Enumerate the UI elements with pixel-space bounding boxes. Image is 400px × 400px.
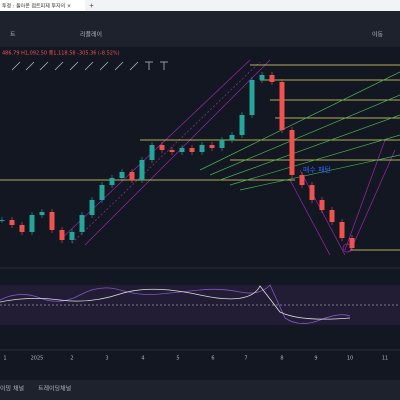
candle	[289, 130, 295, 175]
candle	[199, 145, 205, 152]
candle	[309, 185, 315, 200]
candle	[89, 200, 95, 215]
candle	[69, 232, 75, 240]
candle	[109, 178, 115, 185]
x-tick-label: 1	[3, 356, 6, 362]
candle	[159, 145, 165, 150]
candle	[189, 148, 195, 152]
toolbar-right[interactable]: 이동	[372, 31, 384, 39]
x-tick-label: 8	[280, 356, 283, 362]
indicator-signal	[0, 285, 351, 320]
x-tick-label: 7	[244, 356, 247, 362]
candle	[9, 220, 15, 225]
bottom-bar	[0, 380, 400, 400]
x-tick-label: 5	[176, 356, 179, 362]
candle	[29, 215, 35, 232]
candle	[319, 200, 325, 210]
replay-button[interactable]: 리플레이	[80, 31, 102, 39]
candle	[59, 230, 65, 240]
candle	[349, 238, 355, 248]
candle	[339, 222, 345, 238]
x-tick-label: 10	[347, 356, 353, 362]
candle	[219, 140, 225, 148]
candle	[49, 212, 55, 230]
drawing-tools[interactable]	[11, 61, 168, 71]
x-tick-label: 6	[211, 356, 214, 362]
browser-tab[interactable]	[0, 0, 85, 11]
candle	[79, 215, 85, 232]
toolbar-label[interactable]: 트	[10, 32, 16, 39]
candle	[299, 175, 305, 185]
candle	[229, 135, 235, 140]
tab-title[interactable]: 투정 : 돌아온 접트피제 투자의 ×	[2, 3, 71, 10]
drawings	[0, 59, 400, 256]
candle	[209, 145, 215, 148]
candle	[0, 220, 5, 221]
candle	[239, 115, 245, 135]
annotation: 매수 패턴	[303, 165, 331, 174]
candle	[99, 185, 105, 200]
candle	[19, 225, 25, 232]
x-tick-label: 9	[314, 356, 317, 362]
candle	[119, 172, 125, 178]
x-tick-label: 2	[70, 356, 73, 362]
tab-bar	[0, 0, 400, 11]
ohlc-readout: 486.79 H1,092.50 종1,118.58 -305.36 (-8.5…	[2, 51, 120, 57]
candle	[39, 212, 45, 215]
new-tab[interactable]: +	[89, 3, 94, 10]
candle	[259, 75, 265, 80]
x-tick-label: 2025	[31, 356, 44, 362]
candle	[269, 75, 275, 82]
candle	[249, 80, 255, 115]
x-tick-label: 11	[382, 356, 388, 362]
candle	[139, 160, 145, 180]
candle	[149, 145, 155, 160]
x-tick-label: 3	[105, 356, 108, 362]
candle	[279, 82, 285, 130]
candle	[179, 148, 185, 152]
toolbar	[0, 11, 400, 47]
bottom-tab[interactable]: 트레이딩채널	[38, 385, 71, 393]
candle	[129, 172, 135, 180]
bottom-tab[interactable]: 이밍 채널	[0, 385, 24, 393]
x-tick-label: 4	[141, 356, 144, 362]
candle	[329, 210, 335, 222]
candle	[169, 150, 175, 152]
